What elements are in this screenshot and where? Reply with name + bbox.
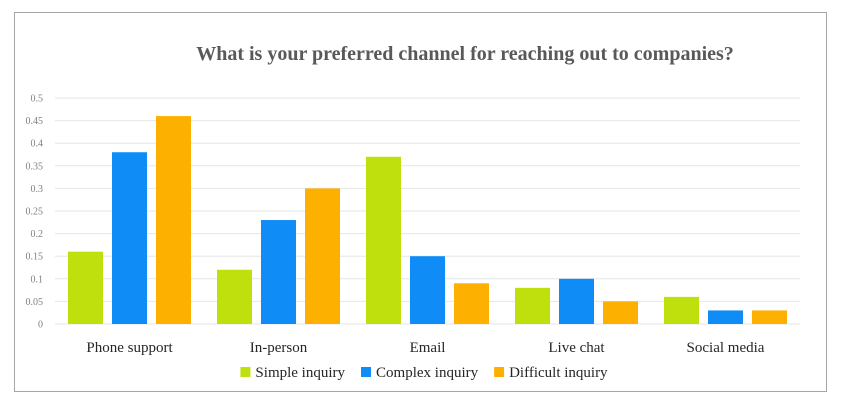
bar-complex-inquiry — [559, 278, 594, 324]
y-tick-label: 0.15 — [26, 252, 44, 263]
y-tick-label: 0.1 — [31, 274, 44, 285]
bar-difficult-inquiry — [603, 301, 638, 324]
y-axis-ticks: 0 0.05 0.1 0.15 0.2 0.25 0.3 0.35 0.4 0.45 0.5 — [26, 94, 44, 331]
bar-complex-inquiry — [112, 152, 147, 324]
bar-difficult-inquiry — [752, 310, 787, 324]
x-axis-ticks: Phone support In-person Email Live chat Soci… — [86, 340, 764, 356]
y-tick-label: 0.2 — [31, 229, 44, 240]
bar-simple-inquiry — [664, 296, 699, 324]
legend-swatch — [361, 367, 372, 377]
bars — [68, 116, 787, 324]
bar-simple-inquiry — [217, 269, 252, 324]
x-tick-label: In-person — [250, 340, 308, 356]
legend-item: Complex inquiry — [361, 365, 479, 381]
y-tick-label: 0.45 — [26, 116, 44, 127]
bar-complex-inquiry — [708, 310, 743, 324]
legend-swatch — [240, 367, 251, 377]
y-tick-label: 0 — [38, 320, 43, 331]
y-tick-label: 0.4 — [31, 139, 44, 150]
y-tick-label: 0.35 — [26, 161, 44, 172]
y-tick-label: 0.3 — [31, 184, 44, 195]
x-tick-label: Phone support — [86, 340, 173, 356]
chart-title: What is your preferred channel for reach… — [196, 43, 734, 65]
y-tick-label: 0.25 — [26, 207, 44, 218]
x-tick-label: Email — [410, 340, 446, 356]
bar-simple-inquiry — [366, 156, 401, 324]
legend-label: Difficult inquiry — [509, 365, 608, 381]
legend: Simple inquiry Complex inquiry Difficult i… — [240, 365, 608, 381]
legend-item: Simple inquiry — [240, 365, 346, 381]
bar-difficult-inquiry — [305, 188, 340, 324]
bar-simple-inquiry — [68, 251, 103, 324]
bar-difficult-inquiry — [156, 116, 191, 324]
legend-label: Simple inquiry — [255, 365, 345, 381]
legend-item: Difficult inquiry — [494, 365, 608, 381]
x-tick-label: Social media — [687, 340, 765, 356]
bar-difficult-inquiry — [454, 283, 489, 324]
bar-simple-inquiry — [515, 287, 550, 324]
y-tick-label: 0.05 — [26, 297, 44, 308]
bar-complex-inquiry — [410, 256, 445, 324]
chart-frame — [14, 12, 827, 392]
x-tick-label: Live chat — [548, 340, 605, 356]
y-tick-label: 0.5 — [31, 94, 44, 105]
bar-complex-inquiry — [261, 220, 296, 324]
legend-swatch — [494, 367, 505, 377]
legend-label: Complex inquiry — [376, 365, 479, 381]
